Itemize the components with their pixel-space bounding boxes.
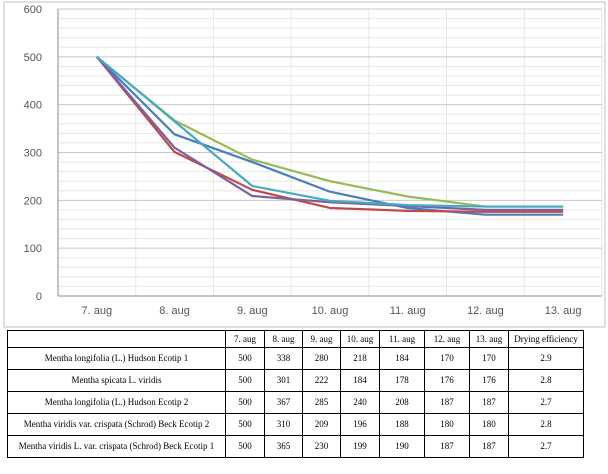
series-line bbox=[96, 56, 564, 211]
table-cell: 199 bbox=[340, 435, 380, 458]
table-cell: 230 bbox=[302, 435, 341, 458]
y-tick-label: 0 bbox=[36, 291, 42, 303]
table-header-cell: 7. aug bbox=[225, 330, 265, 348]
table-cell: 196 bbox=[340, 413, 380, 436]
table-cell: 2.7 bbox=[508, 435, 584, 458]
table-cell: 218 bbox=[340, 347, 380, 370]
x-tick-label: 10. aug bbox=[312, 305, 349, 317]
table-cell: 184 bbox=[340, 369, 380, 392]
series-line bbox=[96, 55, 564, 208]
table-row: Mentha longifolia (L.) Hudson Ecotip 1 5… bbox=[7, 347, 584, 370]
table-cell: 500 bbox=[225, 391, 265, 414]
table-cell: 180 bbox=[469, 413, 509, 436]
series-line bbox=[96, 56, 564, 216]
table-header-cell: 11. aug bbox=[379, 330, 425, 348]
table-cell: 208 bbox=[379, 391, 425, 414]
series-line bbox=[96, 56, 564, 213]
table-cell: 187 bbox=[469, 391, 509, 414]
chart-svg: 0 100 200 300 400 500 600 7. aug 8. aug 9. aug 10.… bbox=[3, 1, 606, 328]
table-row: Mentha viridis L. var. crispata (Schrod)… bbox=[7, 435, 584, 458]
table-cell: 180 bbox=[424, 413, 470, 436]
table-cell: 310 bbox=[264, 413, 303, 436]
table-header-cell: 13. aug bbox=[469, 330, 509, 348]
table-cell: 367 bbox=[264, 391, 303, 414]
table-cell: 2.7 bbox=[508, 391, 584, 414]
table-cell: 2.8 bbox=[508, 413, 584, 436]
y-tick-label: 600 bbox=[24, 4, 42, 16]
table-cell: 500 bbox=[225, 435, 265, 458]
table-header-row: 7. aug 8. aug 9. aug 10. aug 11. aug 12.… bbox=[7, 330, 584, 348]
table-header-cell: Drying efficiency bbox=[508, 330, 584, 348]
table-cell-species: Mentha longifolia (L.) Hudson Ecotip 1 bbox=[7, 347, 226, 370]
table-cell-species: Mentha viridis var. crispata (Schrod) Be… bbox=[7, 413, 226, 436]
table-header-cell: 12. aug bbox=[424, 330, 470, 348]
table-cell: 178 bbox=[379, 369, 425, 392]
data-table-container: 7. aug 8. aug 9. aug 10. aug 11. aug 12.… bbox=[7, 330, 584, 458]
table-cell: 187 bbox=[424, 435, 470, 458]
table-cell: 301 bbox=[264, 369, 303, 392]
table-cell: 176 bbox=[424, 369, 470, 392]
table-cell: 170 bbox=[469, 347, 509, 370]
x-tick-label: 13. aug bbox=[545, 305, 582, 317]
table-cell: 338 bbox=[264, 347, 303, 370]
table-cell: 500 bbox=[225, 369, 265, 392]
x-tick-label: 12. aug bbox=[467, 305, 504, 317]
table-header-cell: 8. aug bbox=[264, 330, 303, 348]
table-cell: 2.8 bbox=[508, 369, 584, 392]
table-header-cell bbox=[7, 330, 226, 348]
table-cell: 170 bbox=[424, 347, 470, 370]
table-cell: 184 bbox=[379, 347, 425, 370]
table-cell: 280 bbox=[302, 347, 341, 370]
table-cell-species: Mentha viridis L. var. crispata (Schrod)… bbox=[7, 435, 226, 458]
table-cell: 176 bbox=[469, 369, 509, 392]
table-cell: 500 bbox=[225, 347, 265, 370]
x-tick-label: 8. aug bbox=[159, 305, 190, 317]
y-tick-label: 500 bbox=[24, 52, 42, 64]
chart-frame bbox=[3, 1, 606, 328]
table-cell: 500 bbox=[225, 413, 265, 436]
y-tick-label: 400 bbox=[24, 100, 42, 112]
table-header-cell: 9. aug bbox=[302, 330, 341, 348]
table-row: Mentha longifolia (L.) Hudson Ecotip 2 5… bbox=[7, 391, 584, 414]
table-cell: 209 bbox=[302, 413, 341, 436]
table-header-cell: 10. aug bbox=[340, 330, 380, 348]
table-cell-species: Mentha spicata L. viridis bbox=[7, 369, 226, 392]
table-cell: 188 bbox=[379, 413, 425, 436]
table-row: Mentha viridis var. crispata (Schrod) Be… bbox=[7, 413, 584, 436]
y-tick-label: 300 bbox=[24, 148, 42, 160]
table-cell: 285 bbox=[302, 391, 341, 414]
table-cell: 365 bbox=[264, 435, 303, 458]
table-cell: 2.9 bbox=[508, 347, 584, 370]
table-row: Mentha spicata L. viridis 500 301 222 18… bbox=[7, 369, 584, 392]
x-tick-label: 9. aug bbox=[237, 305, 268, 317]
table-cell: 222 bbox=[302, 369, 341, 392]
x-tick-label: 11. aug bbox=[390, 305, 426, 317]
x-tick-label: 7. aug bbox=[82, 305, 113, 317]
y-tick-label: 100 bbox=[24, 243, 42, 255]
table-cell-species: Mentha longifolia (L.) Hudson Ecotip 2 bbox=[7, 391, 226, 414]
table-cell: 240 bbox=[340, 391, 380, 414]
line-chart: 0 100 200 300 400 500 600 7. aug 8. aug 9. aug 10.… bbox=[3, 1, 606, 328]
data-table: 7. aug 8. aug 9. aug 10. aug 11. aug 12.… bbox=[7, 330, 584, 458]
table-cell: 190 bbox=[379, 435, 425, 458]
table-cell: 187 bbox=[424, 391, 470, 414]
y-tick-label: 200 bbox=[24, 195, 42, 207]
table-cell: 187 bbox=[469, 435, 509, 458]
